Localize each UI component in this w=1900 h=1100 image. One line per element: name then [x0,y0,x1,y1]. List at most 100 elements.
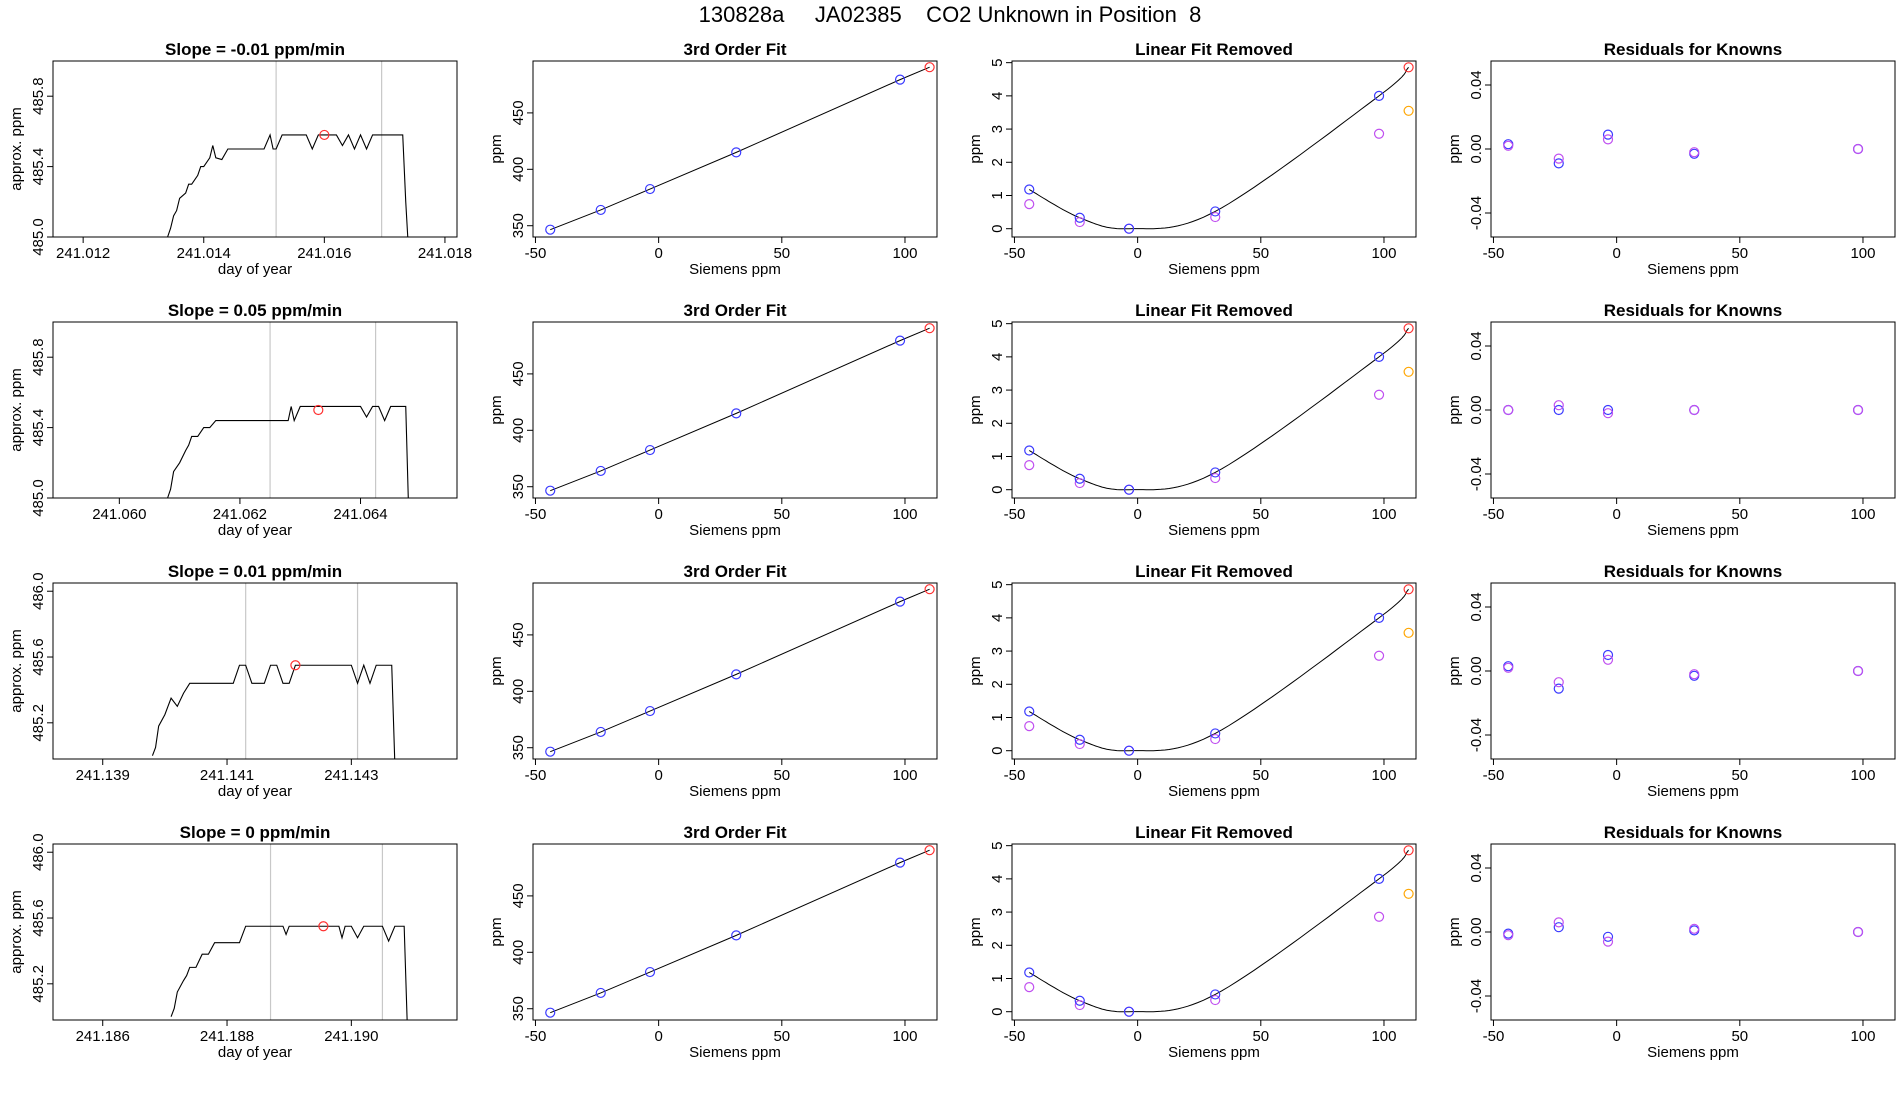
known-point [894,857,906,868]
plot-frame [1011,321,1417,499]
unknown-point [924,323,935,334]
x-tick-label: 241.014 [177,245,231,262]
known-point [644,183,656,195]
known-point [644,966,656,978]
residual-point [1602,649,1614,661]
panel-title: Residuals for Knowns [1604,40,1783,59]
x-tick-label: 100 [892,245,917,262]
known-point [1210,728,1221,739]
y-tick-label: 486.0 [30,833,47,871]
residual-point [1602,129,1614,140]
known-point [731,408,742,419]
known-point [595,726,606,738]
x-tick-label: 100 [1850,506,1875,523]
y-tick-label: 2 [989,158,1006,166]
residual-point-violet [1689,923,1700,934]
x-tick-label: 100 [1371,1028,1396,1045]
panel-r1-time: Slope = -0.01 ppm/min 241.012 241.014 241.0… [8,40,472,278]
violet-point [1024,982,1035,993]
known-point [1024,445,1035,456]
residual-point-violet [1553,917,1564,928]
residual-point-violet [1852,143,1864,155]
x-tick-label: -50 [1483,767,1505,784]
page-title: 130828a JA02385 CO2 Unknown in Position … [698,2,1202,27]
series-line [151,663,396,759]
violet-point [1024,460,1035,471]
residual-point [1553,404,1564,416]
y-tick-label: -0.04 [1468,196,1485,230]
panel-r1-fit: 3rd Order Fit -50 0 50 100 350 400 450 Siemens p… [488,40,938,278]
plot-frame [1011,582,1417,760]
known-point [545,485,556,496]
quadratic-curve [1028,327,1409,491]
known-point [1373,612,1385,623]
y-tick-label: 485.6 [30,638,47,676]
x-tick-label: -50 [525,506,547,523]
panel-title: Slope = 0 ppm/min [180,823,331,842]
panel-r1-resid: Residuals for Knowns -50 0 50 100 -0.04 0.00 0.… [1446,40,1896,278]
y-tick-label: 0.04 [1468,331,1485,360]
unknown-point [1403,584,1414,595]
y-tick-label: 3 [989,386,1006,394]
panel-title: Slope = 0.05 ppm/min [168,301,342,320]
panel-title: Linear Fit Removed [1135,40,1293,59]
x-axis-label: day of year [218,783,292,800]
x-tick-label: 50 [1252,245,1269,262]
y-tick-label: 485.8 [30,338,47,376]
y-axis-label: ppm [1446,134,1463,163]
x-tick-label: 50 [773,245,790,262]
panel-r3-resid: Residuals for Knowns -50 0 50 100 -0.04 0.00 0.… [1446,562,1896,800]
residual-point-violet [1852,404,1864,416]
x-tick-label: 0 [1612,1028,1620,1045]
residual-point-violet [1689,404,1700,416]
residual-point-violet [1503,930,1514,941]
known-point [1123,745,1135,756]
violet-point [1210,472,1221,484]
x-tick-label: -50 [1004,1028,1026,1045]
x-tick-label: 0 [1133,245,1141,262]
y-tick-label: 5 [989,580,1006,588]
unknown-point [924,584,935,595]
y-axis-label: ppm [488,395,505,424]
y-tick-label: 0 [989,486,1006,494]
x-tick-label: 100 [1371,767,1396,784]
known-point [1123,484,1135,495]
panel-r4-resid: Residuals for Knowns -50 0 50 100 -0.04 0.00 0.… [1446,823,1896,1061]
x-tick-label: 50 [1731,245,1748,262]
unknown-point [1403,62,1414,73]
known-point [731,930,742,941]
y-tick-label: 2 [989,419,1006,427]
x-tick-label: 50 [773,1028,790,1045]
x-axis-label: Siemens ppm [1168,783,1260,800]
x-tick-label: 241.188 [200,1028,254,1045]
known-point [545,746,556,757]
x-tick-label: 241.012 [56,245,110,262]
y-tick-label: 1 [989,713,1006,721]
residual-point [1553,158,1564,169]
x-tick-label: 0 [1133,1028,1141,1045]
y-tick-label: 0 [989,747,1006,755]
y-tick-label: 0.00 [1468,917,1485,946]
y-tick-label: 485.2 [30,965,47,1003]
x-tick-label: 0 [1133,506,1141,523]
unknown-point [1403,323,1414,334]
panel-r2-resid: Residuals for Knowns -50 0 50 100 -0.04 0.00 0.… [1446,301,1896,539]
y-tick-label: 5 [989,58,1006,66]
x-tick-label: 100 [1850,1028,1875,1045]
y-tick-label: 485.4 [30,409,47,447]
y-tick-label: 4 [989,614,1006,622]
x-axis-label: Siemens ppm [689,261,781,278]
y-tick-label: 400 [510,157,527,182]
series-line [167,133,409,237]
x-tick-label: -50 [1004,506,1026,523]
y-axis-label: ppm [1446,656,1463,685]
x-tick-label: 0 [1612,245,1620,262]
x-axis-label: Siemens ppm [1647,1044,1739,1061]
residual-point [1553,922,1564,933]
plot-frame [1011,60,1417,238]
plot-frame [532,843,938,1021]
x-tick-label: 0 [1612,767,1620,784]
y-tick-label: 0 [989,225,1006,233]
x-tick-label: -50 [525,1028,547,1045]
panel-title: 3rd Order Fit [684,40,787,59]
